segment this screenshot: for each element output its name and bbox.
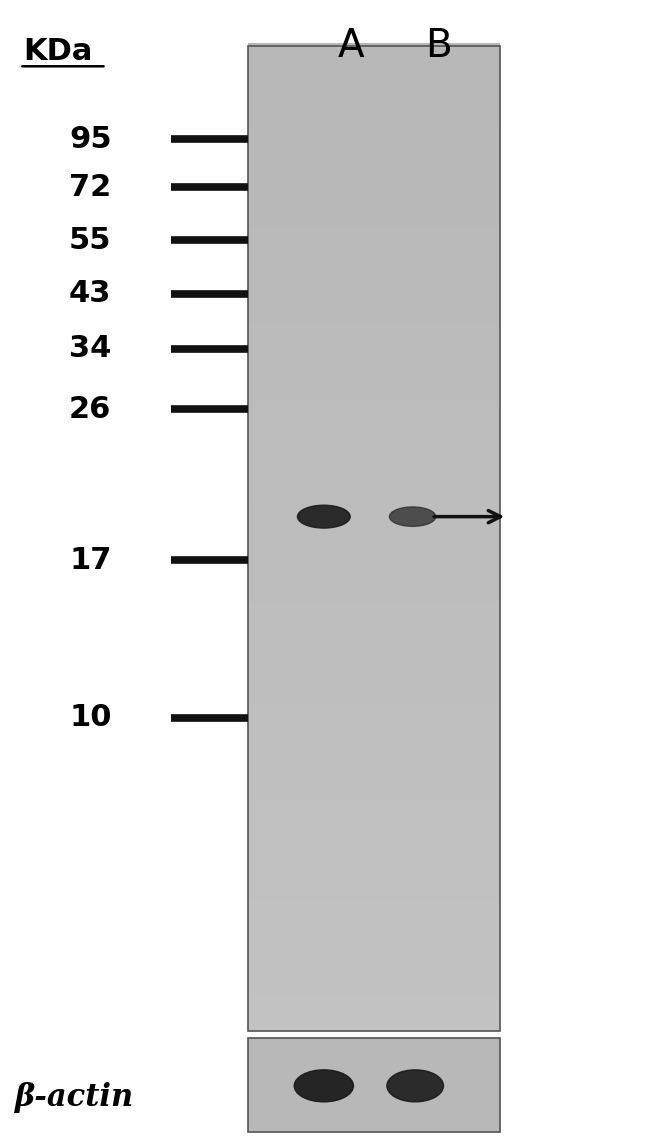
Text: 95: 95 [69,125,112,154]
Text: 10: 10 [69,703,112,733]
Bar [248,46,500,1031]
Bar [248,766,500,784]
Bar [248,601,500,621]
Ellipse shape [389,506,436,526]
Text: 55: 55 [69,225,112,255]
Bar [248,618,500,637]
Bar [248,224,500,242]
Bar [248,126,500,144]
Bar [248,1013,500,1031]
Bar [248,454,500,473]
Text: B: B [426,26,452,65]
Bar [248,897,500,916]
Bar [248,815,500,834]
Text: 72: 72 [69,173,111,202]
Text: A: A [337,26,364,65]
Bar [248,733,500,752]
Bar [248,634,500,654]
Ellipse shape [298,505,350,528]
Bar [248,405,500,423]
Bar [248,159,500,177]
Text: 17: 17 [69,545,112,575]
Bar [248,471,500,489]
Bar [248,701,500,719]
Bar [248,240,500,259]
Bar [248,59,500,79]
Bar [248,980,500,998]
Bar [248,371,500,391]
Bar [248,306,500,325]
Bar [248,536,500,554]
Bar [248,750,500,768]
Bar [248,552,500,572]
Bar [248,964,500,982]
Bar [248,77,500,95]
Bar [248,799,500,817]
Text: 26: 26 [69,394,112,424]
Bar [248,930,500,949]
Bar [248,717,500,735]
Bar [248,520,500,538]
Bar [248,487,500,505]
Bar [248,257,500,275]
Bar [248,652,500,670]
Bar [248,569,500,588]
Bar [248,946,500,966]
Bar [248,389,500,407]
Text: 34: 34 [69,334,112,363]
Bar [248,421,500,440]
Bar [248,93,500,111]
Bar [248,339,500,358]
Bar [248,503,500,522]
Text: β-actin: β-actin [15,1081,134,1113]
Bar [248,585,500,604]
Bar [248,864,500,884]
Ellipse shape [387,1070,443,1102]
Bar [248,43,500,62]
Bar [248,996,500,1015]
Bar [248,208,500,226]
Bar [248,668,500,686]
Bar [248,109,500,128]
Bar [248,142,500,161]
Bar [248,684,500,703]
Bar [248,290,500,309]
Bar [248,438,500,456]
Bar [248,848,500,866]
Bar [248,175,500,193]
Text: KDa: KDa [23,37,93,66]
Bar [248,1038,500,1132]
Bar [248,782,500,801]
Bar [248,913,500,933]
Bar [248,355,500,374]
Text: 43: 43 [69,279,112,309]
Bar [248,191,500,210]
Bar [248,322,500,342]
Ellipse shape [294,1070,354,1102]
Bar [248,273,500,293]
Bar [248,881,500,900]
Bar [248,832,500,850]
